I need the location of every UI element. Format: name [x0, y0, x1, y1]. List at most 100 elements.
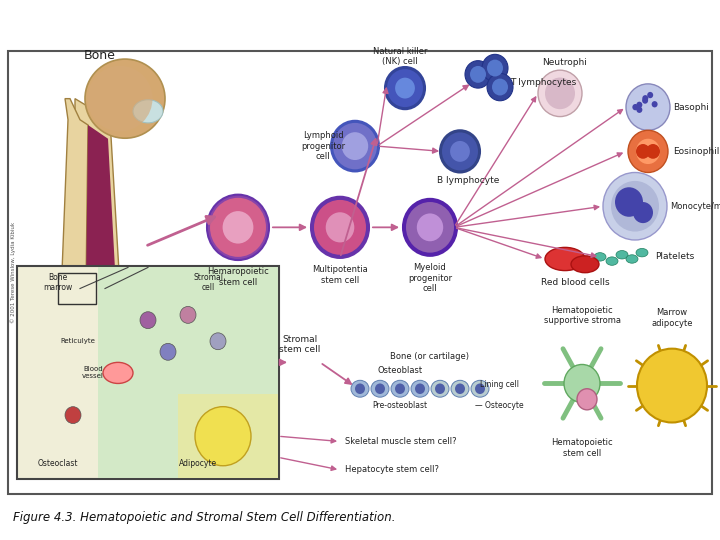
- Ellipse shape: [633, 202, 653, 223]
- Ellipse shape: [644, 100, 650, 106]
- Ellipse shape: [417, 213, 444, 241]
- Text: — Osteocyte: — Osteocyte: [475, 401, 523, 410]
- Ellipse shape: [431, 380, 449, 397]
- Ellipse shape: [415, 383, 425, 394]
- Polygon shape: [58, 99, 88, 378]
- Ellipse shape: [646, 107, 652, 113]
- Ellipse shape: [351, 380, 369, 397]
- Ellipse shape: [180, 307, 196, 323]
- Text: Multipotentia
stem cell: Multipotentia stem cell: [312, 265, 368, 285]
- Ellipse shape: [487, 59, 503, 77]
- Text: Reticulyte: Reticulyte: [60, 338, 96, 345]
- Text: Bone
marrow: Bone marrow: [43, 273, 73, 292]
- Ellipse shape: [637, 349, 707, 422]
- Ellipse shape: [538, 70, 582, 117]
- Text: Lymphoid
progenitor
cell: Lymphoid progenitor cell: [301, 131, 345, 161]
- Ellipse shape: [594, 253, 606, 261]
- Ellipse shape: [403, 199, 457, 256]
- Text: Red blood cells: Red blood cells: [541, 278, 609, 287]
- Polygon shape: [98, 267, 278, 478]
- Ellipse shape: [440, 130, 480, 172]
- Ellipse shape: [133, 100, 163, 123]
- Ellipse shape: [331, 121, 379, 171]
- Ellipse shape: [411, 380, 429, 397]
- Ellipse shape: [333, 123, 377, 170]
- Ellipse shape: [652, 109, 659, 114]
- Ellipse shape: [628, 130, 668, 172]
- Ellipse shape: [487, 73, 513, 101]
- Ellipse shape: [210, 198, 266, 257]
- Text: Hepatocyte stem cell?: Hepatocyte stem cell?: [345, 465, 439, 475]
- Ellipse shape: [636, 139, 660, 164]
- Ellipse shape: [644, 95, 650, 102]
- Text: Osteoblast: Osteoblast: [377, 366, 423, 375]
- Ellipse shape: [451, 380, 469, 397]
- Bar: [58, 273, 96, 305]
- Ellipse shape: [626, 84, 670, 130]
- Ellipse shape: [646, 144, 660, 159]
- Ellipse shape: [636, 144, 650, 159]
- Ellipse shape: [88, 66, 153, 131]
- Ellipse shape: [492, 79, 508, 96]
- Ellipse shape: [395, 78, 415, 98]
- Ellipse shape: [634, 104, 639, 111]
- Ellipse shape: [435, 383, 445, 394]
- Polygon shape: [75, 99, 125, 383]
- Ellipse shape: [375, 383, 385, 394]
- Ellipse shape: [545, 78, 575, 109]
- Polygon shape: [178, 394, 278, 478]
- Ellipse shape: [314, 200, 366, 255]
- Ellipse shape: [465, 60, 491, 88]
- Ellipse shape: [603, 172, 667, 240]
- Text: Lining cell: Lining cell: [480, 380, 519, 389]
- Ellipse shape: [207, 194, 269, 260]
- Ellipse shape: [571, 256, 599, 273]
- Ellipse shape: [450, 141, 470, 162]
- Ellipse shape: [564, 364, 600, 402]
- Ellipse shape: [640, 116, 647, 122]
- Text: Neutrophi: Neutrophi: [543, 58, 588, 67]
- Ellipse shape: [342, 132, 368, 160]
- Text: Stromal
cell: Stromal cell: [193, 273, 223, 292]
- Polygon shape: [85, 125, 120, 371]
- Text: Bone (or cartilage): Bone (or cartilage): [390, 352, 469, 361]
- FancyBboxPatch shape: [17, 266, 279, 480]
- Ellipse shape: [644, 99, 649, 105]
- Ellipse shape: [577, 389, 597, 410]
- Text: Skeletal muscle stem cell?: Skeletal muscle stem cell?: [345, 437, 456, 446]
- Ellipse shape: [611, 181, 659, 232]
- Ellipse shape: [406, 202, 454, 253]
- Text: Marrow
adipocyte: Marrow adipocyte: [652, 308, 693, 328]
- Text: Hematopoietic and stromal stem cell differentiation: Hematopoietic and stromal stem cell diff…: [18, 15, 631, 35]
- Ellipse shape: [615, 187, 643, 217]
- Ellipse shape: [616, 251, 628, 259]
- Text: Pre-osteoblast: Pre-osteoblast: [372, 401, 428, 410]
- Ellipse shape: [633, 102, 639, 108]
- Text: Hemaropoietic
stem cell: Hemaropoietic stem cell: [207, 267, 269, 287]
- Text: Hematopoietic
supportive stroma: Hematopoietic supportive stroma: [544, 306, 621, 326]
- Text: Adipocyte: Adipocyte: [179, 459, 217, 468]
- Ellipse shape: [482, 55, 508, 82]
- Text: Natural killer
(NK) cell: Natural killer (NK) cell: [373, 46, 427, 66]
- Text: Hematopoietic
stem cell: Hematopoietic stem cell: [552, 438, 613, 458]
- Ellipse shape: [160, 343, 176, 360]
- Ellipse shape: [355, 383, 365, 394]
- Text: Figure 4.3. Hematopoietic and Stromal Stem Cell Differentiation.: Figure 4.3. Hematopoietic and Stromal St…: [13, 511, 395, 524]
- Ellipse shape: [470, 66, 486, 83]
- Ellipse shape: [475, 383, 485, 394]
- Text: Eosinophil: Eosinophil: [673, 147, 719, 156]
- Text: Osteoclast: Osteoclast: [37, 459, 78, 468]
- Ellipse shape: [471, 380, 489, 397]
- Ellipse shape: [395, 383, 405, 394]
- Ellipse shape: [85, 59, 165, 138]
- Text: © 2001 Terese Winslow, Lydia Kibiuk: © 2001 Terese Winslow, Lydia Kibiuk: [10, 222, 16, 323]
- Ellipse shape: [642, 106, 648, 113]
- Ellipse shape: [545, 247, 585, 271]
- Ellipse shape: [103, 362, 133, 383]
- Ellipse shape: [636, 248, 648, 257]
- Ellipse shape: [385, 67, 425, 109]
- Ellipse shape: [140, 312, 156, 329]
- Ellipse shape: [222, 211, 253, 244]
- Text: Basophi: Basophi: [673, 103, 709, 112]
- Ellipse shape: [65, 407, 81, 423]
